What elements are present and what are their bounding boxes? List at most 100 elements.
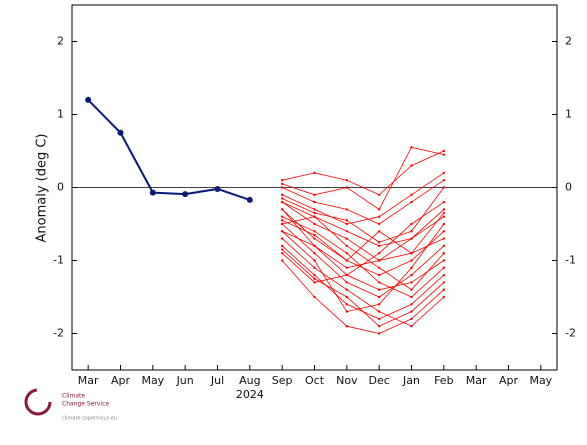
ensemble-point (345, 179, 349, 182)
ensemble-line (282, 216, 445, 298)
x-tick-label: Nov (336, 374, 358, 387)
ensemble-point (345, 295, 349, 299)
y-tick-label: 0 (565, 181, 572, 194)
ensemble-point (442, 237, 446, 240)
ensemble-point (280, 179, 284, 182)
ensemble-point (410, 222, 413, 226)
y-axis-label: Anomaly (deg C) (35, 133, 50, 242)
y-tick-label: 1 (565, 108, 572, 121)
ensemble-point (377, 281, 381, 284)
ensemble-point (313, 244, 316, 248)
ensemble-point (377, 208, 381, 211)
ensemble-line (281, 260, 445, 334)
ensemble-point (345, 325, 349, 328)
ensemble-point (345, 273, 349, 277)
ensemble-point (280, 259, 284, 262)
ensemble-point (280, 208, 284, 211)
ensemble-point (410, 200, 413, 204)
ensemble-point (313, 171, 316, 175)
ensemble-point (377, 332, 381, 335)
ensemble-point (280, 237, 284, 240)
x-tick-label: Apr (111, 374, 131, 387)
ensemble-point (377, 288, 381, 291)
ensemble-point (313, 200, 316, 204)
ensemble-point (313, 233, 316, 237)
ensemble-point (377, 325, 381, 328)
observed-point (182, 191, 189, 198)
ensemble-point (280, 222, 284, 226)
ensemble-point (313, 252, 316, 255)
ensemble-point (410, 303, 413, 306)
ensemble-point (410, 266, 413, 269)
ensemble-line (282, 216, 445, 291)
ensemble-point (345, 252, 349, 255)
ensemble-point (313, 230, 316, 233)
ensemble-point (280, 252, 284, 255)
ensemble-point (377, 252, 381, 255)
ensemble-point (345, 310, 349, 313)
x-tick-label: Mar (78, 374, 99, 387)
ensemble-point (313, 259, 316, 262)
ensemble-point (345, 288, 349, 291)
ensemble-line (282, 146, 444, 210)
x-tick-label: Oct (305, 374, 325, 387)
y-tick-label: 1 (57, 108, 64, 121)
ensemble-point (345, 244, 349, 248)
y-tick-label: -2 (565, 327, 576, 340)
ensemble-point (280, 193, 284, 196)
y-tick-label: 2 (57, 35, 64, 48)
ensemble-point (313, 208, 316, 211)
ensemble-point (442, 153, 446, 156)
x-tick-label: May (141, 374, 164, 387)
observed-point (246, 196, 253, 203)
ensemble-point (377, 303, 381, 306)
ensemble-point (313, 266, 316, 269)
x-tick-label: Apr (499, 374, 519, 387)
ensemble-line (281, 223, 445, 298)
y-tick-label: -1 (565, 254, 576, 267)
x-tick-label: Feb (434, 374, 453, 387)
ensemble-point (442, 295, 446, 299)
ensemble-point (377, 266, 381, 269)
ensemble-line (282, 179, 445, 225)
ensemble-point (345, 219, 349, 222)
observed-point (214, 185, 221, 192)
ensemble-point (442, 244, 446, 248)
ensemble-line (282, 187, 445, 243)
x-tick-label: Dec (369, 374, 390, 387)
x-tick-label: Sep (272, 374, 293, 387)
ensemble-line (282, 172, 445, 225)
ensemble-point (345, 237, 349, 240)
ensemble-point (410, 193, 413, 196)
ensemble-point (377, 215, 381, 218)
x-tick-label: Aug (239, 374, 260, 387)
observed-point (85, 96, 92, 103)
ensemble-point (313, 222, 316, 226)
ensemble-point (345, 259, 349, 262)
ensemble-point (313, 277, 316, 280)
x-tick-label: Jun (176, 374, 194, 387)
ensemble-point (280, 186, 284, 189)
ensemble-point (410, 273, 413, 277)
ensemble-point (410, 325, 413, 328)
x-tick-label: May (529, 374, 552, 387)
ensemble-line (281, 238, 445, 327)
year-label: 2024 (236, 388, 264, 401)
ensemble-point (442, 200, 446, 204)
logo-url: climate.copernicus.eu (62, 416, 117, 422)
ensemble-point (377, 193, 381, 196)
ensemble-point (410, 164, 413, 167)
y-tick-label: -1 (53, 254, 64, 267)
ensemble-point (442, 171, 446, 175)
ensemble-point (345, 186, 349, 189)
ensemble-point (345, 222, 349, 226)
ensemble-point (410, 295, 413, 299)
ensemble-point (313, 193, 316, 196)
ensemble-point (313, 273, 316, 277)
ensemble-line (281, 201, 445, 276)
ensemble-point (377, 273, 381, 277)
logo-text: Climate (62, 393, 85, 400)
logo-icon (24, 388, 52, 416)
observed-line (87, 99, 251, 201)
y-tick-label: 0 (57, 181, 64, 194)
